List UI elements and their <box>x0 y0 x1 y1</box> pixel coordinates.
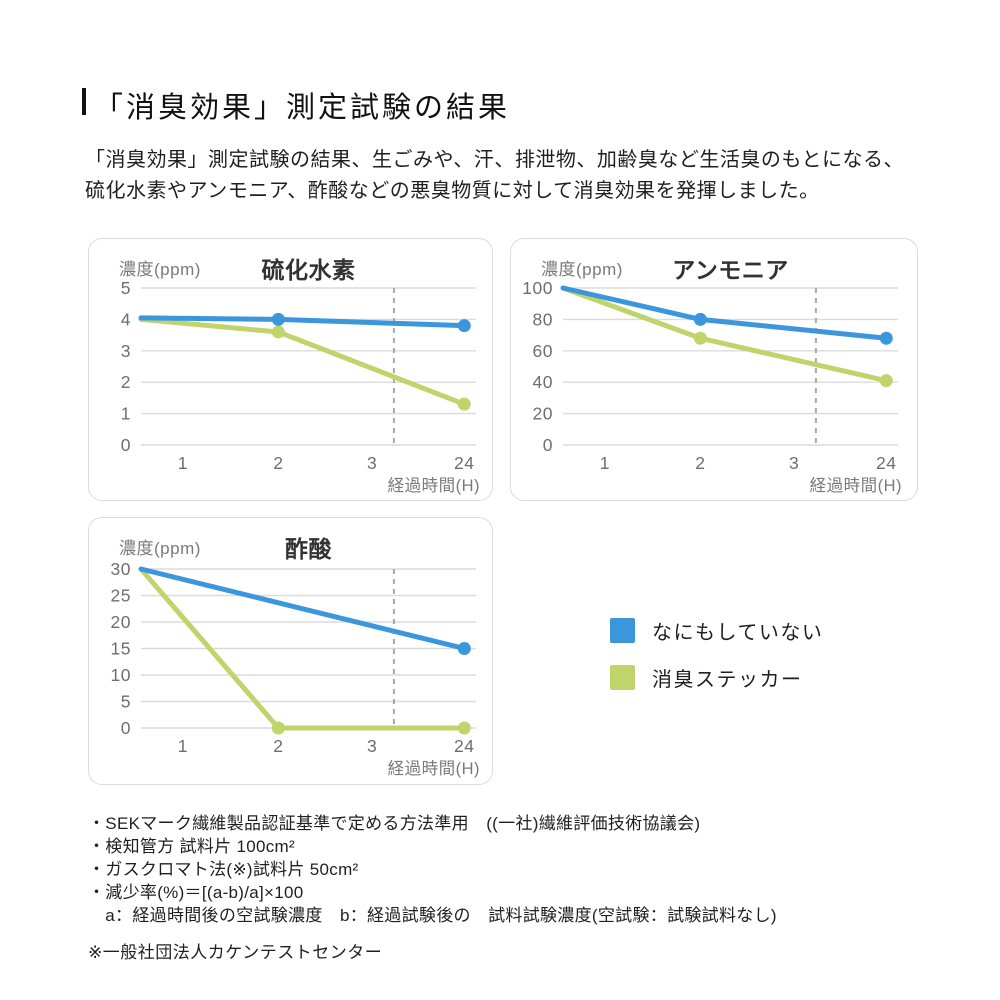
data-point-marker <box>879 331 893 345</box>
chart-hydrogen-sulfide: 0 1 2 3 4 5 1 2 3 24 濃度(ppm) 硫化水素経過時間(H) <box>89 239 492 500</box>
chart-xlabel: 経過時間(H) <box>388 759 480 778</box>
chart-acetic-acid: 0 5 10 15 20 25 30 1 2 3 24 濃度(ppm) 酢酸経過時間(H) <box>89 518 492 784</box>
y-tick-label: 15 <box>111 639 131 659</box>
footnote-line-5: a：経過時間後の空試験濃度 b：経過試験後の 試料試験濃度(空試験：試験試料なし… <box>88 906 777 925</box>
legend-item-untreated: なにもしていない <box>610 618 824 644</box>
series-line <box>138 316 467 407</box>
y-tick-label: 5 <box>121 278 131 298</box>
legend-swatch-green <box>610 665 635 690</box>
x-tick-label: 2 <box>695 453 705 473</box>
data-point-marker <box>693 331 707 345</box>
footnote-line-1: ・SEKマーク繊維製品認証基準で定める方法準用 ((一社)繊維評価技術協議会) <box>88 814 701 833</box>
chart-ylabel: 濃度(ppm) <box>119 539 201 558</box>
data-point-marker <box>879 374 893 388</box>
chart-card-hydrogen-sulfide: 0 1 2 3 4 5 1 2 3 24 濃度(ppm) 硫化水素経過時間(H) <box>88 238 493 501</box>
data-point-marker <box>457 721 471 735</box>
data-point-marker <box>457 319 471 333</box>
data-point-marker <box>457 397 471 411</box>
title-accent-bar <box>82 88 86 115</box>
data-point-marker <box>457 642 471 655</box>
footnote-line-2: ・検知管方 試料片 100cm² <box>88 837 295 856</box>
chart-title: アンモニア <box>672 257 789 283</box>
y-tick-label: 10 <box>111 665 131 685</box>
y-tick-label: 2 <box>121 372 131 392</box>
y-tick-label: 20 <box>111 612 131 632</box>
data-point-marker <box>693 312 707 326</box>
chart-title: 酢酸 <box>285 536 333 562</box>
y-tick-label: 30 <box>111 559 131 579</box>
y-tick-label: 4 <box>121 309 131 329</box>
data-point-marker <box>271 312 285 326</box>
x-tick-label: 3 <box>789 453 799 473</box>
chart-card-ammonia: 0 20 40 60 80 100 1 2 3 24 濃度(ppm) アンモニア経過時間(H) <box>510 238 918 501</box>
legend: なにもしていない 消臭ステッカー <box>610 618 823 712</box>
y-tick-label: 100 <box>522 278 553 298</box>
test-center-note: ※一般社団法人カケンテストセンター <box>88 943 383 962</box>
chart-xlabel: 経過時間(H) <box>810 476 902 495</box>
y-tick-label: 3 <box>121 341 131 361</box>
y-tick-label: 0 <box>121 718 131 738</box>
legend-label-deodorant-sticker: 消臭ステッカー <box>652 669 803 691</box>
chart-ylabel: 濃度(ppm) <box>119 260 201 279</box>
x-tick-label: 3 <box>367 453 377 473</box>
legend-label-untreated: なにもしていない <box>652 622 824 644</box>
x-tick-label: 24 <box>876 453 896 473</box>
page-title: 「消臭効果」測定試験の結果 <box>94 92 511 124</box>
intro-line-1: 「消臭効果」測定試験の結果、生ごみや、汗、排泄物、加齢臭など生活臭のもとになる、 <box>85 149 904 171</box>
y-tick-label: 0 <box>543 435 553 455</box>
y-tick-label: 0 <box>121 435 131 455</box>
x-tick-label: 24 <box>454 736 474 756</box>
chart-ylabel: 濃度(ppm) <box>541 260 623 279</box>
series-line <box>560 285 889 341</box>
footnotes: ・SEKマーク繊維製品認証基準で定める方法準用 ((一社)繊維評価技術協議会) … <box>88 812 777 927</box>
y-tick-label: 1 <box>121 404 131 424</box>
x-tick-label: 1 <box>600 453 610 473</box>
x-tick-label: 3 <box>367 736 377 756</box>
chart-card-acetic-acid: 0 5 10 15 20 25 30 1 2 3 24 濃度(ppm) 酢酸経過時間(H) <box>88 517 493 785</box>
y-tick-label: 25 <box>111 586 131 606</box>
x-tick-label: 24 <box>454 453 474 473</box>
y-tick-label: 5 <box>121 692 131 712</box>
x-tick-label: 2 <box>273 736 283 756</box>
chart-title: 硫化水素 <box>262 257 356 283</box>
x-tick-label: 1 <box>178 453 188 473</box>
intro-line-2: 硫化水素やアンモニア、酢酸などの悪臭物質に対して消臭効果を発揮しました。 <box>85 180 820 202</box>
chart-ammonia: 0 20 40 60 80 100 1 2 3 24 濃度(ppm) アンモニア経過時間(H) <box>511 239 917 500</box>
x-tick-label: 2 <box>273 453 283 473</box>
footnote-line-4: ・減少率(%)＝[(a-b)/a]×100 <box>88 883 304 902</box>
y-tick-label: 60 <box>533 341 553 361</box>
legend-swatch-blue <box>610 618 635 643</box>
intro-paragraph: 「消臭効果」測定試験の結果、生ごみや、汗、排泄物、加齢臭など生活臭のもとになる、… <box>85 145 904 207</box>
chart-xlabel: 経過時間(H) <box>388 476 480 495</box>
data-point-marker <box>271 325 285 339</box>
y-tick-label: 40 <box>533 372 553 392</box>
x-tick-label: 1 <box>178 736 188 756</box>
legend-item-deodorant-sticker: 消臭ステッカー <box>610 665 823 691</box>
series-line <box>138 566 467 651</box>
data-point-marker <box>271 721 285 735</box>
y-tick-label: 80 <box>533 309 553 329</box>
y-tick-label: 20 <box>533 404 553 424</box>
footnote-line-3: ・ガスクロマト法(※)試料片 50cm² <box>88 860 359 879</box>
